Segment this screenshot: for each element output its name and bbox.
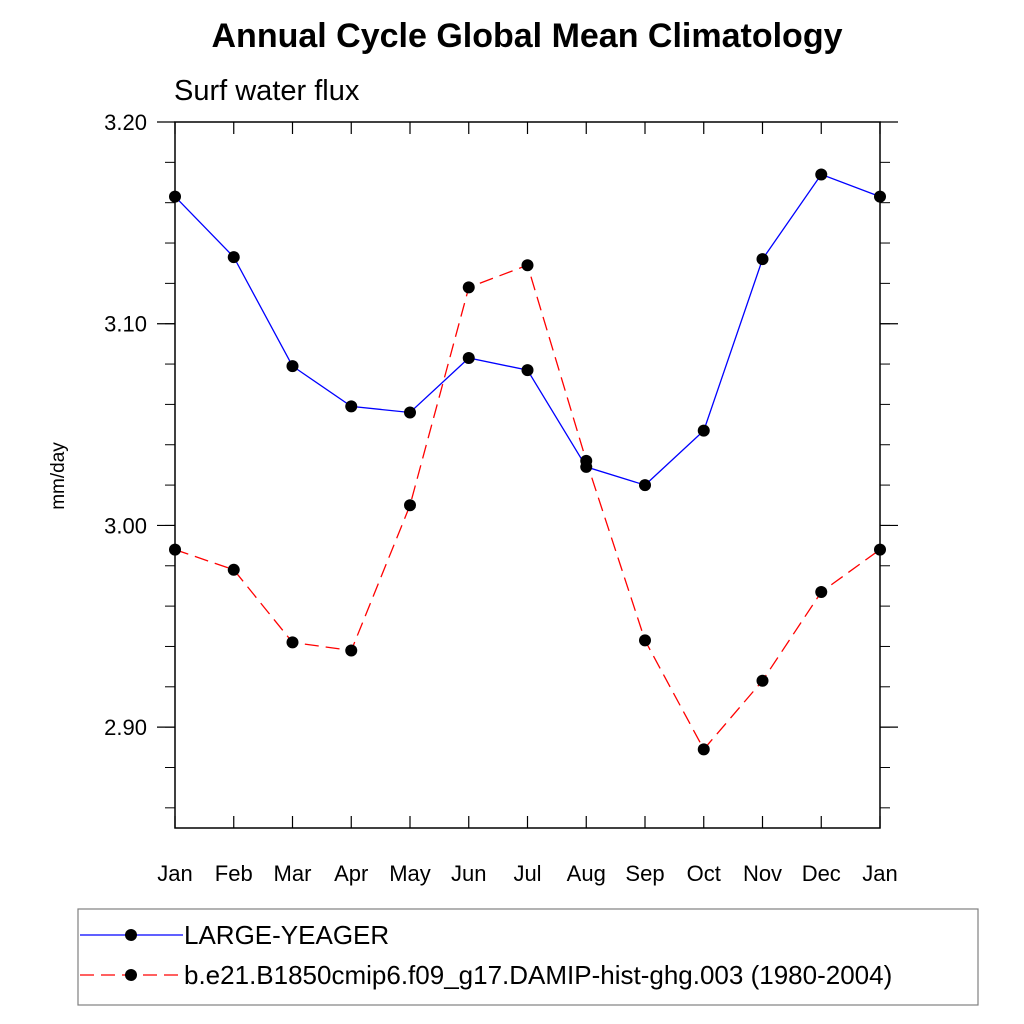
y-tick-label: 3.20 [104, 110, 147, 135]
x-tick-label: May [389, 861, 431, 886]
x-tick-label: Dec [802, 861, 841, 886]
series-line [174, 264, 881, 751]
data-point [756, 253, 769, 266]
data-point [345, 400, 358, 413]
data-point [345, 644, 358, 657]
x-tick-label: Jul [513, 861, 541, 886]
plot-frame [174, 121, 881, 829]
data-point [815, 168, 828, 181]
data-point [697, 424, 710, 437]
data-point [462, 352, 475, 365]
data-point [286, 360, 299, 373]
x-tick-label: Nov [743, 861, 782, 886]
data-point [286, 636, 299, 649]
legend-label: b.e21.B1850cmip6.f09_g17.DAMIP-hist-ghg.… [184, 960, 892, 990]
x-tick-label: Sep [625, 861, 664, 886]
data-point [874, 190, 886, 203]
legend-label: LARGE-YEAGER [184, 920, 389, 950]
data-point [462, 281, 475, 294]
data-point [521, 364, 534, 377]
data-point [639, 479, 651, 492]
legend-marker [125, 969, 137, 981]
data-point [169, 190, 181, 203]
x-tick-label: Aug [567, 861, 606, 886]
legend-marker [125, 929, 137, 941]
legend: LARGE-YEAGER b.e21.B1850cmip6.f09_g17.DAM… [77, 908, 979, 1006]
data-point [815, 585, 828, 598]
data-point [521, 259, 534, 272]
y-tick-label: 3.10 [104, 312, 147, 337]
y-tick-label: 3.00 [104, 513, 147, 538]
y-tick-label: 2.90 [104, 715, 147, 740]
data-point [404, 499, 416, 512]
x-tick-label: Apr [334, 861, 368, 886]
data-point [404, 406, 416, 419]
x-tick-label: Jan [157, 861, 192, 886]
data-point [580, 454, 593, 467]
x-tick-label: Mar [274, 861, 312, 886]
x-tick-label: Jun [451, 861, 486, 886]
data-point [169, 543, 181, 556]
data-point [227, 563, 240, 576]
data-point [697, 743, 710, 756]
data-point [756, 674, 769, 687]
data-point [874, 543, 886, 556]
data-point [639, 634, 651, 647]
chart-subtitle: Surf water flux [174, 75, 360, 107]
chart-title: Annual Cycle Global Mean Climatology [212, 17, 843, 55]
axis-ticks: Jan Feb Mar Apr May Jun Jul Aug Sep Oct Nov Dec Jan 2… [104, 110, 898, 886]
x-tick-label: Oct [687, 861, 721, 886]
y-axis-label: mm/day [48, 442, 69, 510]
x-tick-label: Jan [862, 861, 897, 886]
data-point [227, 251, 240, 264]
series-line [174, 173, 881, 486]
x-tick-label: Feb [215, 861, 253, 886]
legend-box [77, 908, 979, 1006]
series-layer [169, 168, 886, 756]
